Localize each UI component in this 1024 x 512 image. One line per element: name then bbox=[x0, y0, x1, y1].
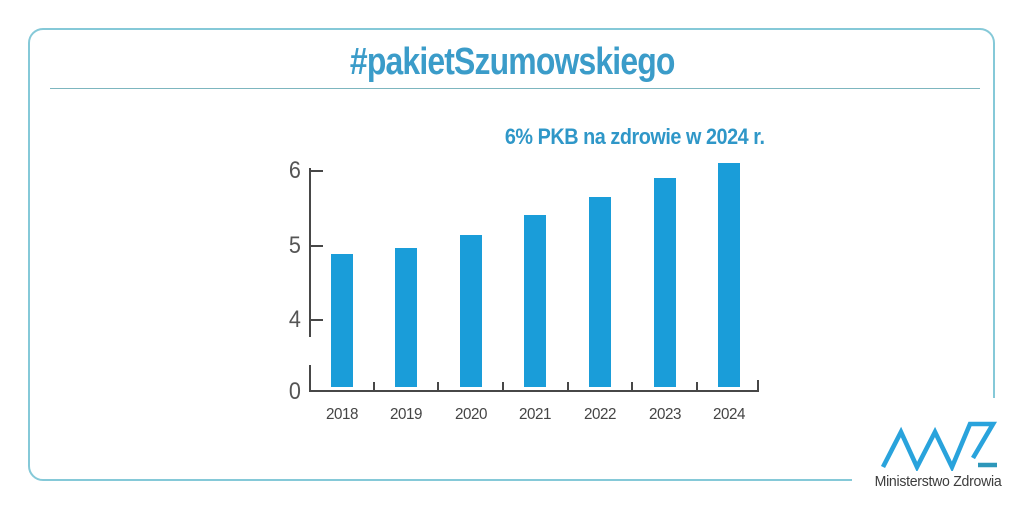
y-axis-tick bbox=[310, 319, 323, 321]
x-axis-tick bbox=[437, 382, 440, 392]
x-tick-label-2023: 2023 bbox=[648, 406, 681, 423]
y-tick-label-4: 4 bbox=[288, 306, 301, 333]
y-axis-tick bbox=[310, 244, 323, 247]
x-tick-label-2021: 2021 bbox=[519, 406, 552, 423]
ministry-logo-text: Ministerstwo Zdrowia bbox=[874, 473, 1002, 490]
x-tick-label-2018: 2018 bbox=[325, 406, 358, 423]
x-axis-tick bbox=[631, 382, 634, 392]
bar-2022 bbox=[588, 196, 611, 387]
x-tick-label-2020: 2020 bbox=[454, 406, 487, 423]
y-tick-label-0: 0 bbox=[288, 378, 301, 405]
rounded-frame-border bbox=[28, 28, 995, 481]
x-axis-line bbox=[309, 390, 759, 392]
mz-zigzag-logo-icon bbox=[880, 421, 998, 471]
mz-zigzag-path bbox=[880, 421, 998, 471]
bar-2018 bbox=[330, 253, 353, 387]
bar-2019 bbox=[395, 248, 418, 387]
chart-annotation: 6% PKB na zdrowie w 2024 r. bbox=[505, 124, 765, 149]
ministry-logo-box: Ministerstwo Zdrowia bbox=[852, 398, 1024, 512]
y-axis-lower-segment bbox=[309, 365, 311, 392]
x-axis-end-tick bbox=[757, 380, 759, 390]
page-title: #pakietSzumowskiego bbox=[349, 41, 675, 83]
title-row: #pakietSzumowskiego bbox=[0, 41, 1024, 84]
x-axis-tick bbox=[372, 382, 375, 392]
y-axis-upper-segment bbox=[309, 168, 311, 337]
bar-2020 bbox=[459, 235, 482, 387]
x-tick-label-2019: 2019 bbox=[390, 406, 423, 423]
x-axis-tick bbox=[502, 382, 504, 392]
bar-2024 bbox=[718, 163, 741, 387]
y-axis-tick bbox=[310, 170, 323, 172]
bar-2021 bbox=[524, 215, 547, 387]
x-axis-tick bbox=[695, 382, 698, 392]
y-tick-label-6: 6 bbox=[288, 157, 301, 184]
y-tick-label-5: 5 bbox=[288, 231, 301, 259]
x-tick-label-2024: 2024 bbox=[713, 406, 746, 423]
bar-2023 bbox=[653, 178, 676, 387]
x-tick-label-2022: 2022 bbox=[583, 406, 616, 423]
x-axis-tick bbox=[566, 382, 569, 392]
title-underline-rule bbox=[50, 88, 980, 89]
